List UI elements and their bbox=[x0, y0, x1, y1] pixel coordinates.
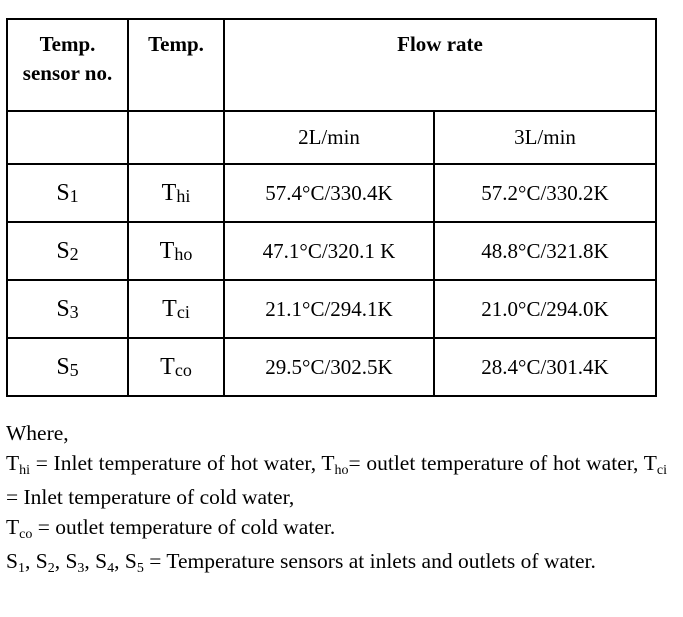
tco-subscript: co bbox=[19, 527, 33, 542]
s2-subscript: 2 bbox=[47, 561, 55, 576]
header-sensor-line2: sensor no. bbox=[22, 61, 113, 85]
sensor-symbol: S bbox=[56, 295, 70, 322]
table-row: S3 Tci 21.1°C/294.1K 21.0°C/294.0K bbox=[6, 279, 657, 339]
sensor-symbol: S bbox=[56, 353, 70, 380]
temp-subscript: co bbox=[174, 359, 192, 380]
value-3lmin: 21.0°C/294.0K bbox=[433, 279, 657, 339]
header-rate-3lmin: 3L/min bbox=[433, 110, 657, 165]
thi-symbol: T bbox=[6, 451, 20, 475]
temp-subscript: ci bbox=[176, 301, 190, 322]
sensor-subscript: 5 bbox=[69, 359, 79, 380]
s1-subscript: 1 bbox=[17, 561, 25, 576]
subheader-empty-2 bbox=[127, 110, 225, 165]
temp-symbol: T bbox=[160, 353, 175, 380]
temp-symbol: T bbox=[162, 295, 177, 322]
header-rate-2lmin: 2L/min bbox=[223, 110, 435, 165]
tci-definition: = Inlet temperature of cold water, bbox=[6, 485, 295, 509]
notes-tco: Tco = outlet temperature of cold water. bbox=[6, 512, 667, 546]
temp-cell: Thi bbox=[127, 163, 225, 223]
tco-symbol: T bbox=[6, 515, 20, 539]
notes-sensors: S1, S2, S3, S4, S5 = Temperature sensors… bbox=[6, 549, 596, 576]
value-2lmin: 47.1°C/320.1 K bbox=[223, 221, 435, 281]
temp-cell: Tci bbox=[127, 279, 225, 339]
value-3lmin: 48.8°C/321.8K bbox=[433, 221, 657, 281]
value-2lmin: 21.1°C/294.1K bbox=[223, 279, 435, 339]
tci-subscript: ci bbox=[656, 463, 667, 478]
s2-symbol: S bbox=[35, 549, 48, 573]
value-2lmin: 57.4°C/330.4K bbox=[223, 163, 435, 223]
notes-where: Where, bbox=[6, 421, 69, 445]
tho-subscript: ho bbox=[334, 463, 349, 478]
temp-subscript: hi bbox=[176, 185, 191, 206]
s4-symbol: S bbox=[95, 549, 108, 573]
temp-subscript: ho bbox=[174, 243, 193, 264]
header-sensor-line1: Temp. bbox=[39, 32, 96, 56]
tci-symbol: T bbox=[643, 451, 657, 475]
s3-subscript: 3 bbox=[77, 561, 85, 576]
subheader-empty-1 bbox=[6, 110, 129, 165]
temp-cell: Tco bbox=[127, 337, 225, 397]
sensor-cell: S2 bbox=[6, 221, 129, 281]
value-2lmin: 29.5°C/302.5K bbox=[223, 337, 435, 397]
sensor-subscript: 1 bbox=[69, 185, 79, 206]
s5-subscript: 5 bbox=[136, 561, 144, 576]
tco-definition: = outlet temperature of cold water. bbox=[32, 515, 336, 539]
sensor-symbol: S bbox=[56, 179, 70, 206]
sensor-cell: S1 bbox=[6, 163, 129, 223]
value-3lmin: 57.2°C/330.2K bbox=[433, 163, 657, 223]
temp-symbol: T bbox=[161, 179, 177, 206]
s1-symbol: S bbox=[6, 549, 18, 573]
tho-definition: = outlet temperature of hot water, bbox=[348, 451, 644, 475]
thi-subscript: hi bbox=[19, 463, 31, 478]
s4-subscript: 4 bbox=[107, 561, 115, 576]
table-row: S2 Tho 47.1°C/320.1 K 48.8°C/321.8K bbox=[6, 221, 657, 281]
temp-symbol: T bbox=[159, 237, 175, 264]
temp-cell: Tho bbox=[127, 221, 225, 281]
sensors-definition: = Temperature sensors at inlets and outl… bbox=[143, 549, 596, 573]
s3-symbol: S bbox=[65, 549, 78, 573]
sensor-cell: S5 bbox=[6, 337, 129, 397]
sensor-cell: S3 bbox=[6, 279, 129, 339]
sensor-symbol: S bbox=[56, 237, 70, 264]
value-3lmin: 28.4°C/301.4K bbox=[433, 337, 657, 397]
header-flow-rate: Flow rate bbox=[223, 18, 657, 112]
table-subheader-row: 2L/min 3L/min bbox=[6, 110, 657, 165]
table-row: S5 Tco 29.5°C/302.5K 28.4°C/301.4K bbox=[6, 337, 657, 397]
sensor-subscript: 3 bbox=[69, 301, 79, 322]
header-sensor-no: Temp. sensor no. bbox=[6, 18, 129, 112]
tho-symbol: T bbox=[321, 451, 335, 475]
legend-notes: Where, Thi = Inlet temperature of hot wa… bbox=[6, 418, 667, 580]
thi-definition: = Inlet temperature of hot water, bbox=[30, 451, 322, 475]
s5-symbol: S bbox=[124, 549, 137, 573]
notes-definitions: Thi = Inlet temperature of hot water, Th… bbox=[6, 448, 667, 512]
sensor-subscript: 2 bbox=[69, 243, 79, 264]
header-temp: Temp. bbox=[127, 18, 225, 112]
table-row: S1 Thi 57.4°C/330.4K 57.2°C/330.2K bbox=[6, 163, 657, 223]
temperature-table: Temp. sensor no. Temp. Flow rate 2L/min … bbox=[6, 18, 657, 397]
table-header-row: Temp. sensor no. Temp. Flow rate bbox=[6, 18, 657, 112]
